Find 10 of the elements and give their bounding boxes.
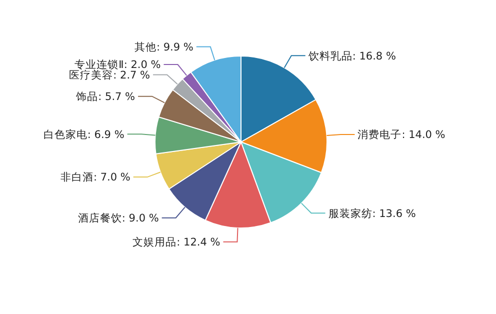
slice-label: 非白酒: 7.0 %: [60, 170, 130, 184]
slice-label: 酒店餐饮: 9.0 %: [78, 212, 159, 225]
slice-label: 消费电子: 14.0 %: [358, 128, 446, 142]
slice-label: 文娱用品: 12.4 %: [132, 236, 220, 249]
slice-label: 白色家电: 6.9 %: [43, 128, 124, 141]
slice-label: 饰品: 5.7 %: [75, 90, 136, 103]
slice-label: 其他: 9.9 %: [134, 40, 194, 54]
slice-label: 服装家纺: 13.6 %: [328, 206, 416, 220]
slice-label: 饮料乳品: 16.8 %: [307, 49, 396, 62]
slice-label: 医疗美容: 2.7 %: [69, 68, 150, 82]
